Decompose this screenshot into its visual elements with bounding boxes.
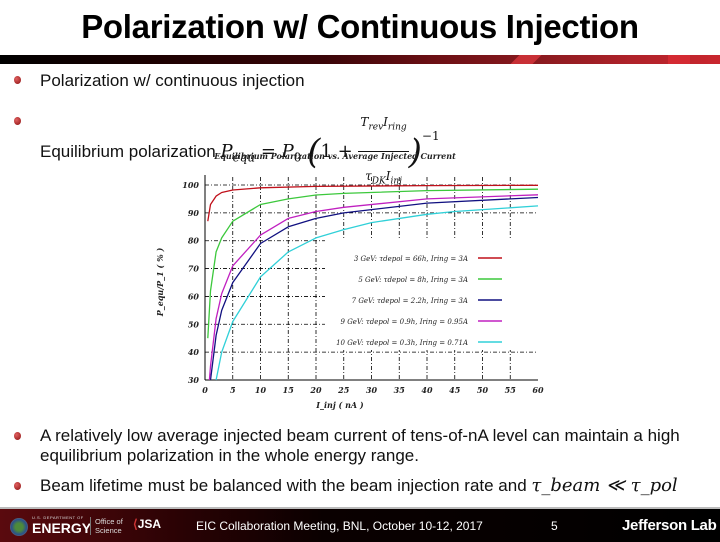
office-of-science-logo: Office of Science	[90, 517, 123, 535]
svg-text:70: 70	[188, 264, 200, 274]
lifetime-inequality: τ_beam ≪ τ_pol	[531, 475, 678, 496]
svg-text:10: 10	[255, 385, 267, 395]
bullet-text-1: Polarization w/ continuous injection	[40, 71, 305, 90]
series-line	[208, 194, 539, 381]
chart-title: Equilibrium Polarization vs. Average Inj…	[213, 151, 456, 161]
svg-text:60: 60	[532, 385, 544, 395]
svg-text:55: 55	[505, 385, 517, 395]
svg-text:30: 30	[188, 375, 200, 385]
title-divider-bar	[0, 55, 720, 64]
legend-label: 10 GeV: τdepol = 0.3h, Iring = 0.71A	[336, 339, 468, 347]
bullet-icon	[14, 432, 21, 440]
bullet-item-2: Equilibrium polarization Pequ = P0 (1 + …	[40, 98, 440, 206]
equilibrium-formula: Pequ = P0 (1 + TrevIring τDKIinj)−1	[221, 115, 440, 187]
legend-label: 5 GeV: τdepol = 8h, Iring = 3A	[358, 276, 468, 284]
series-line	[207, 188, 539, 339]
slide-title: Polarization w/ Continuous Injection	[81, 8, 639, 45]
svg-text:15: 15	[283, 385, 295, 395]
svg-text:20: 20	[309, 385, 322, 395]
x-axis-label: I_inj ( nA )	[315, 400, 364, 410]
series-line	[209, 196, 539, 381]
meeting-info: EIC Collaboration Meeting, BNL, October …	[196, 519, 483, 533]
svg-text:90: 90	[188, 208, 200, 218]
bullet-text-2: Equilibrium polarization	[40, 141, 216, 161]
svg-text:80: 80	[188, 236, 200, 246]
svg-text:0: 0	[202, 385, 208, 395]
bullet-text-4: Beam lifetime must be balanced with the …	[40, 476, 532, 495]
doe-seal-icon	[10, 517, 28, 536]
svg-text:25: 25	[337, 385, 350, 395]
svg-text:40: 40	[421, 385, 433, 395]
y-axis-label: P_equ/P_1 ( % )	[155, 248, 165, 318]
svg-text:30: 30	[366, 385, 378, 395]
page-number: 5	[551, 519, 558, 533]
legend-label: 7 GeV: τdepol = 2.2h, Iring = 3A	[352, 297, 468, 305]
bullet-icon	[14, 117, 21, 125]
legend-label: 3 GeV: τdepol = 66h, Iring = 3A	[354, 255, 468, 263]
bullet-item-4: Beam lifetime must be balanced with the …	[40, 476, 678, 496]
svg-text:100: 100	[182, 180, 199, 190]
svg-text:50: 50	[188, 319, 200, 329]
doe-logo: U.S. DEPARTMENT OF ENERGY	[10, 515, 91, 538]
jefferson-lab-logo: Jefferson Lab	[622, 517, 717, 534]
svg-text:35: 35	[394, 385, 406, 395]
bullet-text-3: A relatively low average injected beam c…	[40, 426, 680, 465]
svg-text:45: 45	[449, 385, 461, 395]
bullet-icon	[14, 482, 21, 490]
polarization-chart: Equilibrium Polarization vs. Average Inj…	[150, 145, 550, 415]
svg-text:50: 50	[477, 385, 489, 395]
svg-text:5: 5	[230, 385, 236, 395]
svg-text:60: 60	[188, 291, 200, 301]
bullet-icon	[14, 76, 21, 84]
jsa-logo: ⟨JSA	[133, 517, 162, 531]
chart-svg: Equilibrium Polarization vs. Average Inj…	[155, 151, 550, 410]
series-line	[207, 184, 539, 222]
slide-footer: U.S. DEPARTMENT OF ENERGY Office of Scienc…	[0, 507, 720, 542]
series-line	[215, 205, 539, 381]
svg-text:40: 40	[188, 347, 200, 357]
legend-label: 9 GeV: τdepol = 0.9h, Iring = 0.95A	[341, 318, 468, 326]
